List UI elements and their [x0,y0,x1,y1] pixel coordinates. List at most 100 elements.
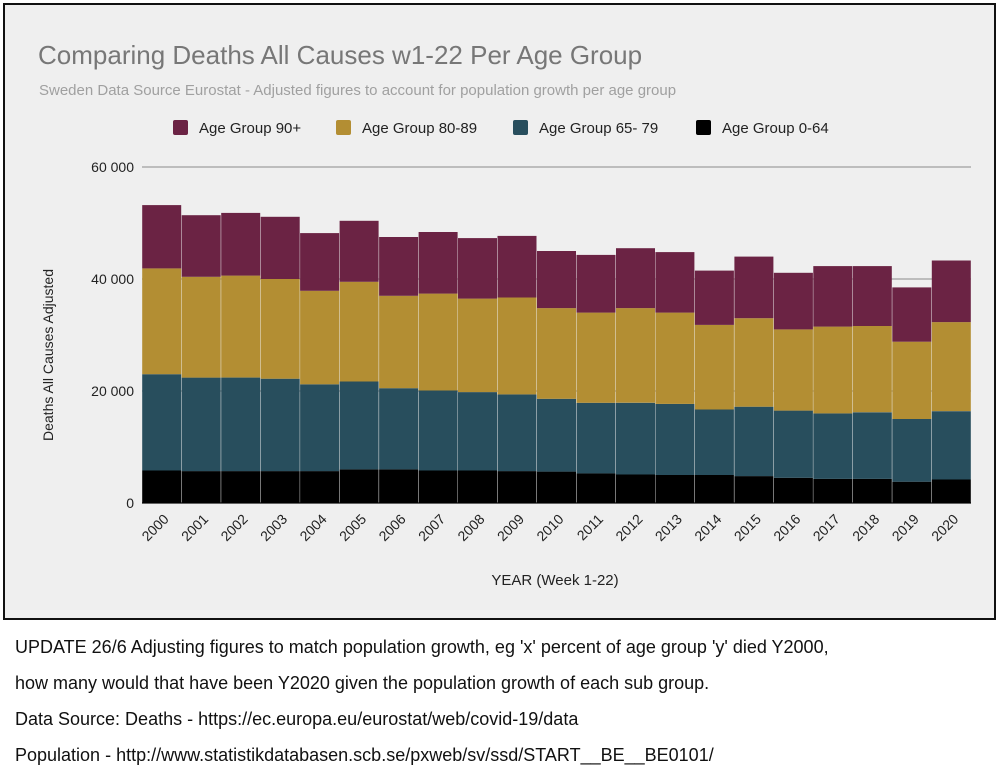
bar-2007-age-group-90- [418,232,458,294]
chart-subtitle: Sweden Data Source Eurostat - Adjusted f… [39,82,677,99]
x-tick-label: 2000 [138,511,171,544]
x-tick-label: 2011 [574,511,607,544]
bar-2018-age-group-65-79 [852,412,892,479]
caption-line-1: UPDATE 26/6 Adjusting figures to match p… [15,637,829,657]
bar-2013-age-group-0-64 [655,475,695,503]
x-tick-label: 2002 [217,511,250,544]
x-axis-label: YEAR (Week 1-22) [491,572,618,589]
bar-2000-age-group-80-89 [142,268,182,375]
legend-label: Age Group 90+ [199,120,301,137]
bar-2001-age-group-90- [181,215,221,277]
bar-2017-age-group-0-64 [813,478,853,503]
x-tick-label: 2015 [731,511,764,544]
x-tick-label: 2007 [415,511,448,544]
bar-2004-age-group-65-79 [300,384,340,472]
bar-2016-age-group-80-89 [773,329,813,411]
bar-2009-age-group-90- [497,235,537,298]
x-tick-label: 2008 [454,511,487,544]
bar-2005-age-group-90- [339,220,379,282]
bar-2017-age-group-90- [813,266,853,327]
bar-2018-age-group-90- [852,266,892,326]
bar-2009-age-group-65-79 [497,394,537,472]
x-tick-label: 2006 [375,511,408,544]
legend-swatch [336,120,351,135]
bar-2001-age-group-0-64 [181,471,221,503]
bar-2002-age-group-0-64 [221,471,261,503]
bar-2019-age-group-0-64 [892,481,932,503]
y-tick-label: 20 000 [91,383,134,399]
bar-2020-age-group-80-89 [931,322,971,412]
bar-2012-age-group-90- [616,248,655,309]
bar-2010-age-group-65-79 [537,398,576,472]
legend: Age Group 90+ Age Group 80-89 Age Group 65… [173,120,829,137]
legend-item: Age Group 0-64 [696,120,829,137]
bar-2006-age-group-0-64 [379,469,419,503]
bar-2015-age-group-80-89 [734,318,774,407]
bar-2001-age-group-65-79 [181,377,221,472]
chart-title: Comparing Deaths All Causes w1-22 Per Ag… [38,40,643,70]
bar-2018-age-group-80-89 [852,326,892,413]
bar-2008-age-group-0-64 [458,470,497,503]
x-tick-label: 2012 [612,511,645,544]
bar-2008-age-group-80-89 [458,298,497,393]
bar-2016-age-group-0-64 [773,477,813,503]
bar-2014-age-group-90- [694,270,734,325]
bar-2012-age-group-0-64 [616,474,655,503]
bar-2017-age-group-80-89 [813,326,853,414]
bar-2009-age-group-80-89 [497,297,537,395]
bar-2012-age-group-65-79 [616,402,655,475]
bar-2010-age-group-90- [537,251,576,309]
legend-swatch [173,120,188,135]
bar-2014-age-group-80-89 [694,324,734,410]
bar-2015-age-group-65-79 [734,406,774,477]
y-tick-label: 60 000 [91,159,134,175]
legend-label: Age Group 80-89 [362,120,477,137]
bar-2020-age-group-90- [931,260,971,323]
bar-2007-age-group-65-79 [418,390,458,471]
bar-2000-age-group-90- [142,205,182,269]
bar-2011-age-group-80-89 [576,312,616,403]
legend-label: Age Group 65- 79 [539,120,658,137]
bar-2020-age-group-65-79 [931,411,971,480]
bar-2010-age-group-80-89 [537,308,576,399]
y-axis-ticks: 0 20 000 40 000 60 000 [91,159,134,511]
bar-2004-age-group-0-64 [300,471,340,503]
bar-2007-age-group-0-64 [418,470,458,503]
x-tick-label: 2013 [652,511,685,544]
bar-2019-age-group-90- [892,287,932,342]
caption-line-4: Population - http://www.statistikdatabas… [15,745,714,765]
bar-2002-age-group-90- [221,212,261,276]
caption-line-2: how many would that have been Y2020 give… [15,673,710,693]
bar-2004-age-group-80-89 [300,290,340,385]
bar-2013-age-group-65-79 [655,403,695,475]
chart-frame: Comparing Deaths All Causes w1-22 Per Ag… [3,3,996,620]
bar-2018-age-group-0-64 [852,478,892,503]
bar-2020-age-group-0-64 [931,479,971,503]
legend-label: Age Group 0-64 [722,120,829,137]
legend-swatch [513,120,528,135]
bar-2013-age-group-80-89 [655,312,695,404]
bar-2003-age-group-0-64 [260,471,300,503]
bar-2015-age-group-0-64 [734,476,774,503]
bar-2011-age-group-90- [576,254,616,313]
bar-2006-age-group-90- [379,237,419,296]
bar-2007-age-group-80-89 [418,293,458,391]
bar-2015-age-group-90- [734,256,774,319]
bar-2001-age-group-80-89 [181,276,221,378]
bar-2011-age-group-0-64 [576,473,616,503]
bar-2008-age-group-65-79 [458,392,497,471]
bar-2010-age-group-0-64 [537,471,576,503]
x-tick-label: 2004 [296,511,329,544]
x-tick-label: 2020 [928,511,961,544]
bar-2008-age-group-90- [458,238,497,299]
bar-2005-age-group-0-64 [339,469,379,503]
x-tick-label: 2017 [810,511,843,544]
x-tick-label: 2009 [494,511,527,544]
bar-2005-age-group-65-79 [339,381,379,470]
y-tick-label: 0 [126,495,134,511]
x-tick-label: 2003 [257,511,290,544]
bar-2014-age-group-0-64 [694,475,734,503]
bar-2011-age-group-65-79 [576,402,616,474]
legend-item: Age Group 90+ [173,120,301,137]
bar-2006-age-group-65-79 [379,388,419,470]
